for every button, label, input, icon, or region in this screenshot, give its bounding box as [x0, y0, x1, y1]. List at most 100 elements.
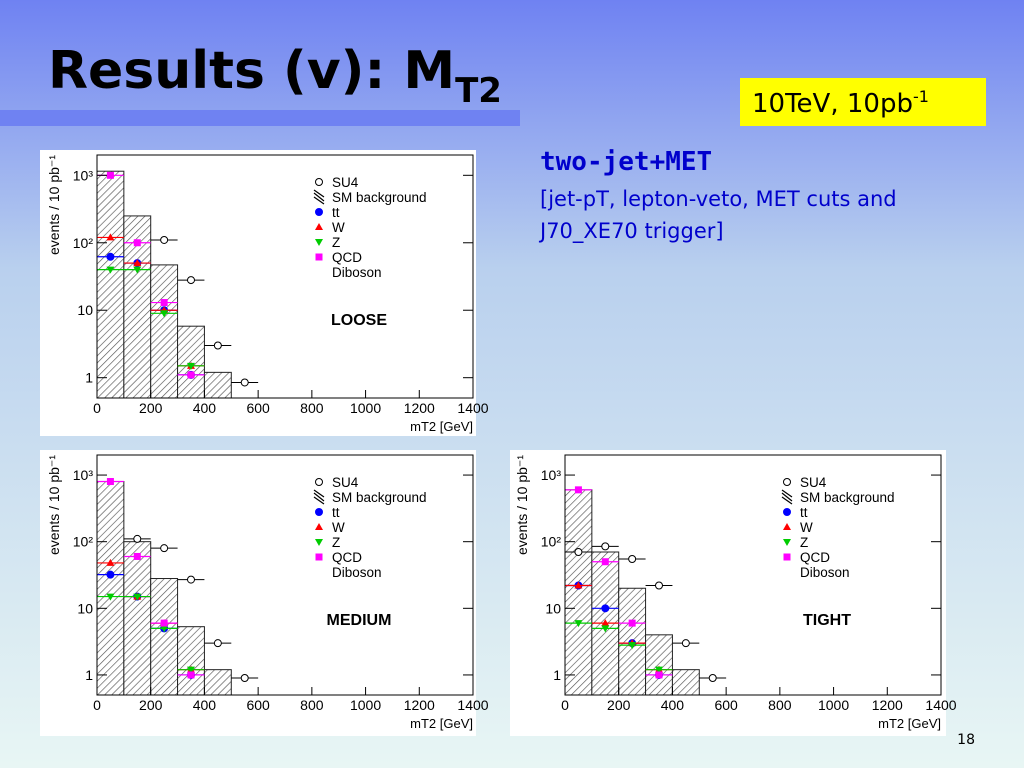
point: [106, 252, 115, 261]
legend-marker: [315, 478, 323, 486]
legend-marker: [783, 478, 791, 486]
legend-marker: [783, 508, 791, 516]
point: [681, 639, 690, 648]
point: [187, 362, 195, 370]
title-text: Results (v): M: [48, 41, 455, 101]
x-tick-label: 800: [300, 697, 324, 713]
bar: [645, 634, 673, 696]
point: [133, 239, 141, 247]
y-tick-label: 10³: [73, 467, 94, 483]
x-tick-label: 0: [93, 697, 101, 713]
y-tick-label: 1: [553, 667, 561, 683]
point: [628, 642, 637, 650]
x-tick-label: 400: [193, 697, 217, 713]
bar: [96, 170, 125, 399]
x-axis-label: mT2 [GeV]: [410, 419, 473, 434]
point: [655, 581, 663, 590]
legend-marker: [783, 539, 791, 546]
point: [160, 619, 168, 627]
note-line: [jet-pT, lepton-veto, MET cuts and: [540, 187, 897, 211]
legend-label: SM background: [332, 190, 427, 205]
y-axis-label: events / 10 pb⁻¹: [46, 155, 62, 255]
legend-label: W: [332, 220, 345, 235]
x-tick-label: 1200: [872, 697, 903, 713]
legend-label: QCD: [800, 550, 830, 565]
x-tick-label: 200: [607, 697, 631, 713]
bar: [177, 626, 205, 696]
legend-marker: [313, 489, 325, 505]
badge-box: [740, 78, 986, 126]
point: [574, 548, 583, 557]
slide-title: Results (v): MT2: [48, 41, 502, 111]
point: [655, 666, 663, 674]
bar: [96, 481, 125, 696]
bar: [203, 669, 232, 696]
x-tick-label: 0: [561, 697, 569, 713]
x-tick-label: 1400: [457, 400, 488, 416]
point: [601, 558, 609, 566]
x-tick-label: 0: [93, 400, 101, 416]
legend-marker: [315, 253, 323, 261]
point: [187, 666, 195, 674]
legend-marker: [783, 553, 791, 561]
y-tick-label: 1: [85, 667, 93, 683]
bar: [150, 578, 179, 696]
point: [213, 341, 222, 350]
point: [601, 625, 610, 633]
point: [160, 625, 169, 633]
y-tick-label: 10: [77, 302, 93, 318]
legend-label: Z: [800, 535, 808, 550]
annotation: TIGHT: [803, 612, 851, 629]
plot-frame: [564, 454, 942, 696]
x-tick-label: 200: [139, 400, 163, 416]
annotation: MEDIUM: [327, 612, 392, 629]
y-tick-label: 10: [545, 600, 561, 616]
point: [213, 639, 222, 648]
y-axis-label: events / 10 pb⁻¹: [46, 455, 62, 555]
point: [240, 673, 249, 682]
legend-marker: [315, 178, 323, 186]
point: [106, 171, 114, 179]
x-tick-label: 800: [300, 400, 324, 416]
legend-label: Diboson: [800, 565, 850, 580]
point: [106, 233, 115, 241]
bar: [564, 489, 593, 696]
legend-label: tt: [332, 205, 340, 220]
point: [160, 310, 169, 318]
x-tick-label: 1000: [350, 697, 381, 713]
y-tick-label: 10²: [73, 235, 94, 251]
legend-marker: [315, 239, 323, 246]
y-tick-label: 10³: [73, 167, 94, 183]
legend-marker: [315, 508, 323, 516]
y-tick-label: 1: [85, 370, 93, 386]
legend-label: Z: [332, 235, 340, 250]
x-tick-label: 1000: [818, 697, 849, 713]
x-axis-label: mT2 [GeV]: [410, 716, 473, 731]
chart: 0 200 400 600 800 1000 1200 1400 1 10 10² 10³ mT2 [G…: [40, 150, 489, 436]
point: [106, 266, 115, 274]
point: [708, 673, 717, 682]
legend-label: Diboson: [332, 565, 382, 580]
point: [601, 542, 610, 551]
point: [106, 558, 115, 566]
point: [160, 299, 168, 307]
legend-label: SU4: [332, 175, 359, 190]
annotation: LOOSE: [331, 312, 387, 329]
legend-marker: [315, 539, 323, 546]
point: [601, 619, 610, 627]
point: [106, 478, 114, 486]
heading: two-jet+MET: [540, 147, 712, 177]
point: [133, 266, 142, 274]
x-axis-label: mT2 [GeV]: [878, 716, 941, 731]
x-tick-label: 1400: [457, 697, 488, 713]
point: [133, 259, 142, 267]
legend-marker: [313, 189, 325, 205]
legend-label: W: [800, 520, 813, 535]
point: [574, 581, 583, 589]
point: [187, 575, 195, 584]
legend-label: tt: [800, 505, 808, 520]
point: [628, 554, 637, 563]
note-line: J70_XE70 trigger]: [538, 219, 724, 244]
legend-label: W: [332, 520, 345, 535]
